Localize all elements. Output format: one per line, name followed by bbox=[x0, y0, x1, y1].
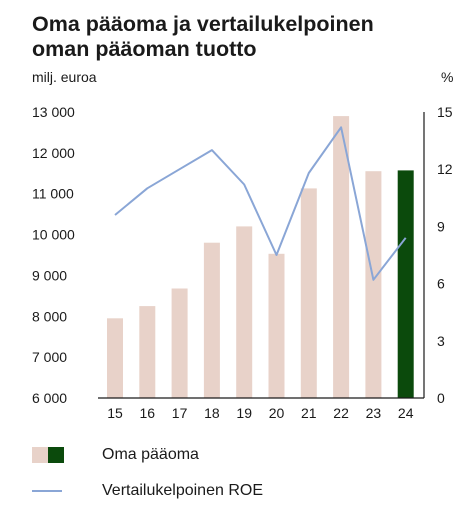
legend-label-line: Vertailukelpoinen ROE bbox=[102, 482, 263, 499]
left-axis-label: milj. euroa bbox=[32, 69, 97, 85]
right-tick-label: 9 bbox=[437, 218, 445, 234]
x-tick-label: 21 bbox=[301, 405, 317, 421]
chart-title-line-2: oman pääoman tuotto bbox=[32, 37, 257, 61]
right-tick-label: 12 bbox=[437, 161, 453, 177]
x-tick-label: 22 bbox=[333, 405, 349, 421]
right-tick-label: 6 bbox=[437, 276, 445, 292]
x-tick-label: 24 bbox=[398, 405, 414, 421]
left-axis-ticks: 6 000 7 000 8 000 9 000 10 000 11 000 12 000 13… bbox=[32, 104, 75, 406]
bar-23 bbox=[365, 171, 382, 398]
bar-20 bbox=[268, 253, 285, 398]
bar-18 bbox=[203, 242, 220, 398]
chart-title-line-1: Oma pääoma ja vertailukelpoinen bbox=[32, 12, 374, 36]
left-tick-label: 9 000 bbox=[32, 267, 67, 283]
chart-title: Oma pääoma ja vertailukelpoinen oman pää… bbox=[32, 12, 452, 62]
left-tick-label: 12 000 bbox=[32, 145, 75, 161]
left-tick-label: 11 000 bbox=[32, 186, 74, 202]
bar-22 bbox=[333, 116, 350, 398]
bar-swatch-dark bbox=[48, 447, 64, 463]
x-tick-label: 23 bbox=[366, 405, 382, 421]
line-swatch bbox=[32, 490, 62, 492]
left-tick-label: 10 000 bbox=[32, 227, 75, 243]
bar-swatch bbox=[32, 447, 80, 463]
bar-15 bbox=[107, 318, 123, 398]
bar-swatch-light bbox=[32, 447, 48, 463]
left-tick-label: 7 000 bbox=[32, 349, 67, 365]
x-tick-label: 18 bbox=[204, 405, 220, 421]
left-tick-label: 6 000 bbox=[32, 390, 67, 406]
x-tick-label: 20 bbox=[269, 405, 285, 421]
right-tick-label: 0 bbox=[437, 390, 445, 406]
legend-item-roe: Vertailukelpoinen ROE bbox=[32, 479, 263, 503]
right-tick-label: 15 bbox=[437, 104, 453, 120]
roe-line-series bbox=[114, 126, 407, 281]
axes bbox=[98, 112, 425, 399]
x-tick-label: 16 bbox=[140, 405, 156, 421]
right-axis-label: % bbox=[441, 69, 453, 85]
bar-series bbox=[107, 116, 414, 398]
bar-19 bbox=[236, 226, 253, 398]
x-axis-ticks: 15 16 17 18 19 20 21 22 23 24 bbox=[107, 405, 413, 421]
left-tick-label: 13 000 bbox=[32, 104, 75, 120]
legend-label-bar: Oma pääoma bbox=[102, 446, 199, 463]
right-axis-ticks: 0 3 6 9 12 15 bbox=[437, 104, 453, 406]
roe-line bbox=[114, 126, 407, 281]
x-tick-label: 15 bbox=[107, 405, 123, 421]
bar-24 bbox=[397, 170, 414, 398]
bar-21 bbox=[300, 188, 317, 398]
line-swatch-wrap bbox=[32, 490, 80, 492]
chart-plot: milj. euroa % 6 000 7 000 8 000 9 000 10 000… bbox=[32, 69, 453, 421]
x-tick-label: 17 bbox=[172, 405, 188, 421]
bar-17 bbox=[171, 288, 188, 398]
right-tick-label: 3 bbox=[437, 333, 445, 349]
legend: Oma pääoma Vertailukelpoinen ROE bbox=[32, 443, 263, 503]
left-tick-label: 8 000 bbox=[32, 308, 67, 324]
bar-16 bbox=[139, 306, 156, 398]
x-tick-label: 19 bbox=[236, 405, 252, 421]
legend-item-oma-paaoma: Oma pääoma bbox=[32, 443, 263, 467]
